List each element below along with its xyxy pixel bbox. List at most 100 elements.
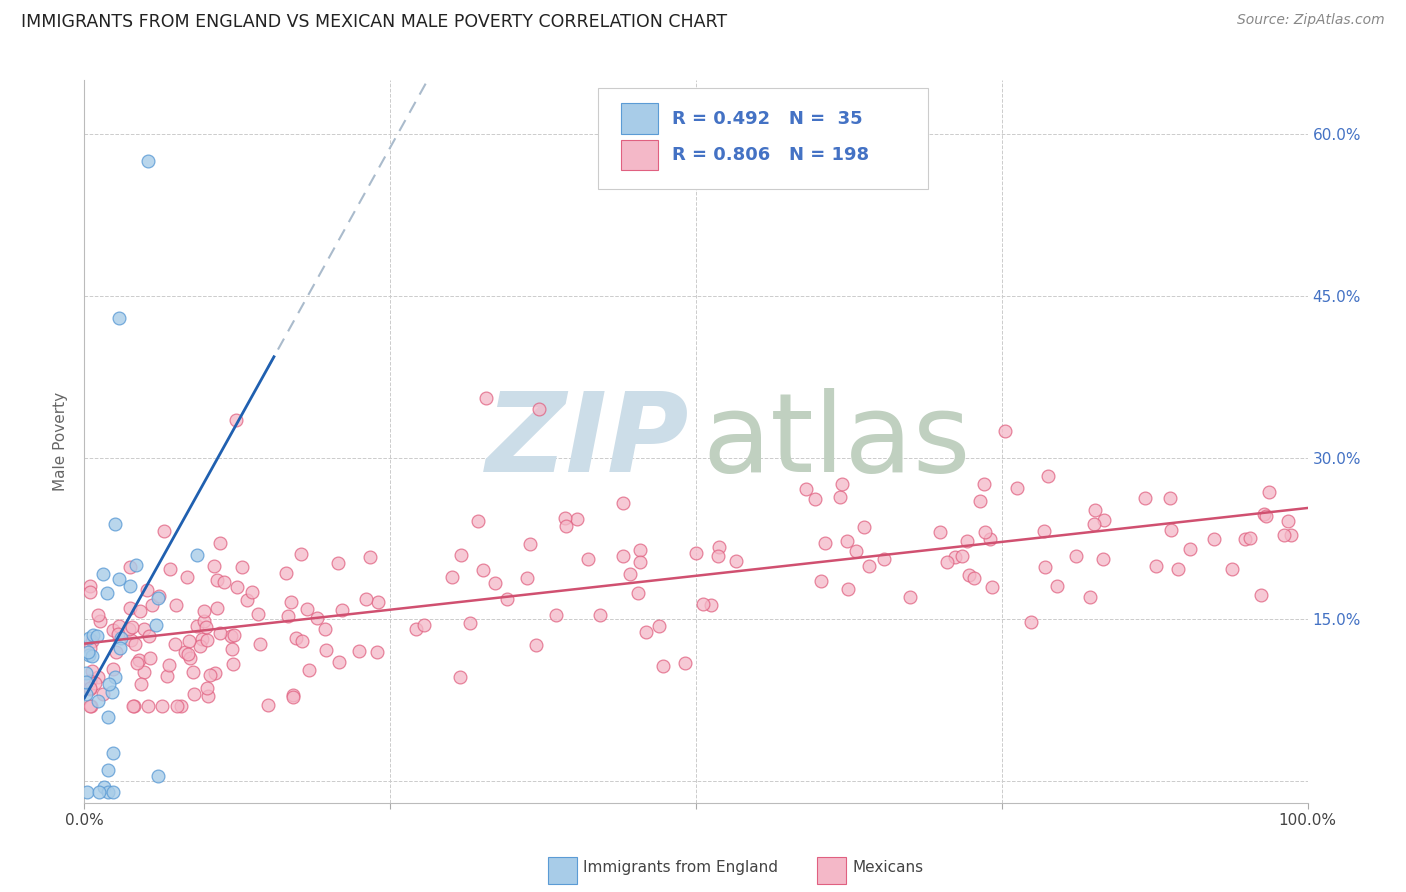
Point [101, 684, 124, 698]
Point [246, 607, 269, 621]
Point [159, 562, 181, 576]
Point [794, 482, 817, 496]
Point [122, 698, 145, 713]
Point [1279, 528, 1302, 542]
Point [647, 618, 669, 632]
Point [82, 664, 104, 678]
FancyBboxPatch shape [621, 103, 658, 134]
Point [148, 589, 170, 603]
Point [1233, 532, 1256, 546]
Point [198, 668, 221, 682]
Point [412, 617, 434, 632]
Point [98, 677, 121, 691]
Point [118, 559, 141, 574]
Point [1202, 532, 1225, 546]
Point [97, 785, 120, 799]
Point [176, 570, 198, 584]
Point [136, 154, 159, 169]
Point [157, 657, 180, 672]
Point [810, 574, 832, 589]
Point [994, 424, 1017, 438]
Point [221, 641, 243, 656]
Point [79, 681, 101, 695]
Point [1258, 484, 1281, 499]
Point [97, 764, 120, 778]
Point [837, 582, 859, 597]
Point [134, 665, 156, 679]
Point [307, 610, 329, 624]
Point [75, 687, 97, 701]
Point [194, 620, 217, 634]
Point [290, 548, 312, 562]
Text: R = 0.806   N = 198: R = 0.806 N = 198 [672, 145, 869, 164]
Point [707, 541, 730, 555]
Point [128, 653, 150, 667]
Point [366, 645, 388, 659]
Point [75, 665, 97, 680]
Point [1092, 513, 1115, 527]
Point [124, 637, 146, 651]
Point [496, 591, 519, 606]
Point [1133, 491, 1156, 505]
Point [129, 604, 152, 618]
Point [205, 601, 228, 615]
Point [685, 546, 707, 560]
Point [84, 675, 107, 690]
Point [122, 698, 145, 713]
Point [628, 542, 651, 557]
Point [724, 554, 747, 568]
Point [280, 595, 302, 609]
Point [225, 413, 247, 427]
Point [290, 634, 312, 648]
Point [79, 641, 101, 656]
Point [898, 590, 921, 604]
Point [835, 533, 858, 548]
Point [222, 628, 245, 642]
Point [197, 689, 219, 703]
Point [1160, 523, 1182, 537]
Point [1064, 549, 1087, 563]
Point [103, 662, 125, 676]
Point [79, 681, 101, 696]
Point [1092, 552, 1115, 566]
Point [193, 615, 215, 629]
Point [524, 638, 547, 652]
Point [91, 687, 114, 701]
Point [707, 549, 730, 564]
Point [79, 673, 101, 688]
Point [516, 571, 538, 585]
FancyBboxPatch shape [621, 139, 658, 169]
Point [97, 710, 120, 724]
Point [298, 663, 321, 677]
Point [472, 563, 495, 577]
Point [1007, 481, 1029, 495]
Point [103, 624, 125, 638]
Point [165, 637, 187, 651]
Point [118, 601, 141, 615]
Point [1239, 531, 1261, 545]
Point [257, 698, 280, 712]
Point [314, 622, 336, 636]
Point [105, 645, 128, 659]
Point [277, 609, 299, 624]
Point [96, 586, 118, 600]
Text: ZIP: ZIP [486, 388, 690, 495]
Point [1180, 541, 1202, 556]
Point [170, 698, 193, 713]
Point [295, 601, 318, 615]
Point [636, 625, 658, 640]
Point [969, 494, 991, 508]
Point [207, 573, 229, 587]
Point [367, 595, 389, 609]
Point [120, 633, 142, 648]
Point [692, 597, 714, 611]
Point [612, 549, 634, 563]
FancyBboxPatch shape [598, 87, 928, 189]
Point [186, 549, 208, 563]
Point [449, 670, 471, 684]
Point [236, 593, 259, 607]
Point [79, 579, 101, 593]
Point [576, 552, 599, 566]
Point [973, 524, 995, 539]
Point [146, 769, 169, 783]
